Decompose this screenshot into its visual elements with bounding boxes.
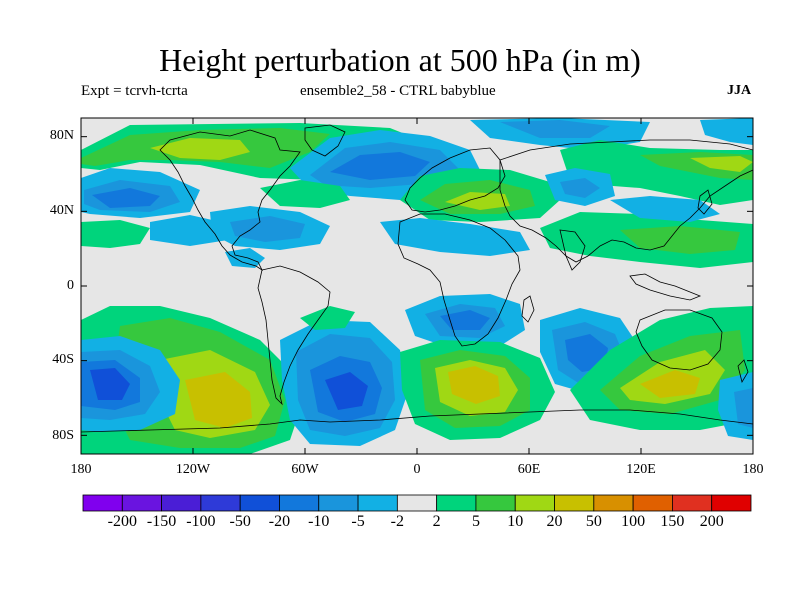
colorbar xyxy=(83,495,751,511)
colorbar-swatch xyxy=(633,495,672,511)
colorbar-swatch xyxy=(437,495,476,511)
colorbar-level-label: -200 xyxy=(102,514,142,530)
colorbar-level-label: 20 xyxy=(535,514,575,530)
colorbar-swatch xyxy=(555,495,594,511)
lat-tick-label: 0 xyxy=(40,279,74,293)
lon-tick-label: 120E xyxy=(611,463,671,477)
lat-tick-label: 80N xyxy=(40,129,74,143)
colorbar-level-label: -150 xyxy=(142,514,182,530)
colorbar-swatch xyxy=(672,495,711,511)
colorbar-level-label: 50 xyxy=(574,514,614,530)
colorbar-level-label: 150 xyxy=(652,514,692,530)
colorbar-level-label: -2 xyxy=(377,514,417,530)
colorbar-swatch xyxy=(240,495,279,511)
lon-tick-label: 60E xyxy=(499,463,559,477)
lon-tick-label: 60W xyxy=(275,463,335,477)
lon-tick-label: 0 xyxy=(387,463,447,477)
colorbar-swatch xyxy=(476,495,515,511)
colorbar-swatch xyxy=(319,495,358,511)
colorbar-level-label: 10 xyxy=(495,514,535,530)
colorbar-level-label: 2 xyxy=(417,514,457,530)
lon-tick-label: 180 xyxy=(51,463,111,477)
lat-tick-label: 40S xyxy=(40,353,74,367)
colorbar-level-label: 5 xyxy=(456,514,496,530)
lat-tick-label: 40N xyxy=(40,204,74,218)
colorbar-swatch xyxy=(515,495,554,511)
lat-tick-label: 80S xyxy=(40,429,74,443)
colorbar-level-label: 100 xyxy=(613,514,653,530)
colorbar-level-label: -10 xyxy=(299,514,339,530)
colorbar-level-label: -100 xyxy=(181,514,221,530)
colorbar-level-label: -5 xyxy=(338,514,378,530)
colorbar-swatch xyxy=(122,495,161,511)
colorbar-level-label: -50 xyxy=(220,514,260,530)
colorbar-swatch xyxy=(279,495,318,511)
colorbar-swatch xyxy=(712,495,751,511)
colorbar-swatch xyxy=(201,495,240,511)
lon-tick-label: 180 xyxy=(723,463,783,477)
colorbar-swatch xyxy=(397,495,436,511)
colorbar-swatch xyxy=(594,495,633,511)
lon-tick-label: 120W xyxy=(163,463,223,477)
colorbar-swatch xyxy=(83,495,122,511)
colorbar-level-label: -20 xyxy=(259,514,299,530)
colorbar-swatch xyxy=(162,495,201,511)
colorbar-swatch xyxy=(358,495,397,511)
colorbar-level-label: 200 xyxy=(692,514,732,530)
